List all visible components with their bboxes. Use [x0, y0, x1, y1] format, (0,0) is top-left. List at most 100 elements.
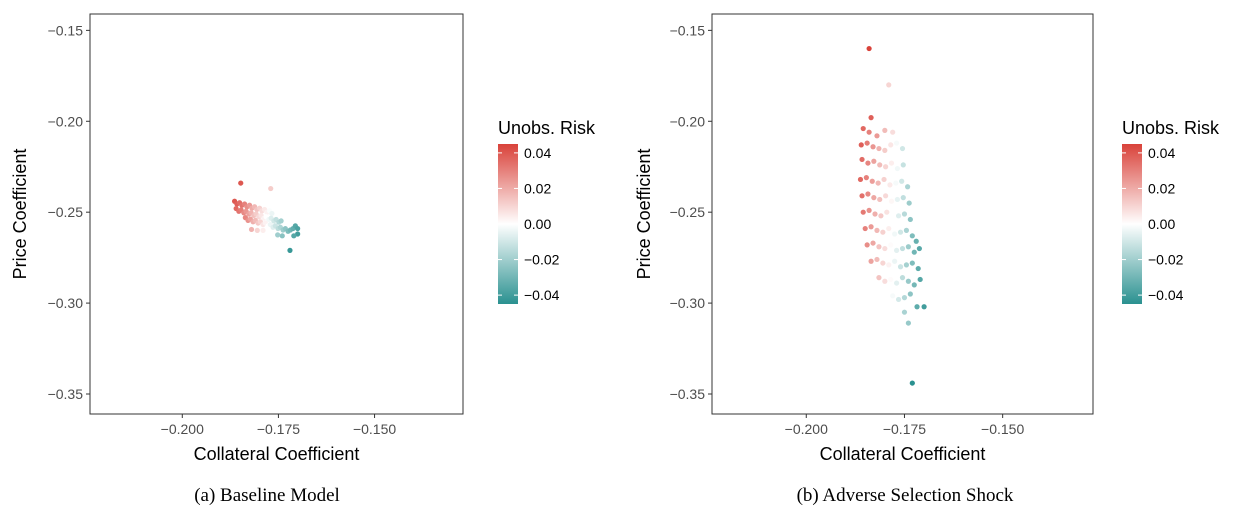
data-point	[911, 282, 917, 288]
data-point	[899, 145, 906, 152]
data-point	[888, 276, 894, 283]
data-point	[881, 176, 887, 183]
legend-tick-label: 0.00	[524, 216, 551, 232]
panel-caption: (a) Baseline Model	[194, 485, 340, 506]
data-point	[905, 244, 911, 250]
data-point	[886, 82, 892, 88]
data-point	[877, 162, 883, 168]
y-axis-title: Price Coefficient	[634, 149, 654, 280]
data-point	[907, 216, 913, 223]
legend-tick-label: 0.04	[1148, 145, 1175, 161]
color-legend: Unobs. Risk 0.04 0.02 0.00 −0.02 −0.04	[1122, 118, 1220, 304]
data-point	[888, 242, 894, 248]
data-point	[905, 184, 911, 190]
data-point	[890, 215, 896, 221]
x-tick-label: −0.150	[981, 421, 1024, 437]
y-tick-label: −0.30	[670, 295, 706, 311]
legend-tick-label: 0.04	[524, 145, 551, 161]
data-point	[875, 180, 881, 186]
legend-title: Unobs. Risk	[1122, 118, 1220, 138]
data-point	[871, 158, 877, 164]
data-point	[859, 193, 865, 199]
y-tick-label: −0.15	[670, 22, 706, 38]
data-point	[876, 275, 882, 281]
data-point	[882, 147, 888, 153]
legend-tick-label: 0.02	[524, 180, 551, 196]
data-point	[915, 265, 921, 272]
y-tick-label: −0.25	[48, 204, 84, 220]
legend-tick-label: −0.04	[524, 287, 560, 303]
data-point	[865, 160, 871, 166]
legend-colorbar	[498, 144, 518, 304]
y-tick-label: −0.30	[48, 295, 84, 311]
data-point	[917, 276, 923, 283]
data-point	[913, 238, 919, 244]
data-point	[868, 115, 874, 121]
data-point	[894, 280, 900, 286]
data-point	[866, 45, 872, 52]
data-point	[900, 162, 906, 168]
data-point	[874, 256, 880, 263]
data-point	[892, 231, 898, 237]
data-point	[860, 125, 866, 132]
scatter-points	[857, 45, 927, 386]
legend-tick-label: 0.00	[1148, 216, 1175, 232]
scatter-points	[231, 180, 301, 253]
x-tick-label: −0.175	[883, 421, 926, 437]
data-point	[260, 227, 266, 233]
data-point	[858, 142, 864, 148]
data-point	[901, 295, 908, 301]
y-tick-label: −0.35	[670, 386, 706, 402]
data-point	[859, 156, 865, 163]
data-point	[901, 211, 908, 217]
data-point	[892, 258, 898, 264]
data-point	[903, 262, 910, 268]
x-tick-label: −0.175	[257, 421, 300, 437]
data-point	[900, 195, 906, 201]
data-point	[909, 380, 915, 386]
data-point	[886, 225, 892, 232]
y-tick-label: −0.20	[670, 113, 706, 129]
data-point	[883, 193, 889, 199]
data-point	[254, 227, 260, 233]
legend-colorbar	[1122, 144, 1142, 304]
data-point	[901, 309, 908, 315]
data-point	[888, 198, 895, 204]
data-point	[899, 245, 906, 252]
data-point	[866, 129, 872, 135]
data-point	[899, 275, 906, 281]
y-tick-label: −0.20	[48, 113, 84, 129]
data-point	[890, 129, 896, 135]
data-point	[897, 229, 904, 235]
x-axis-title: Collateral Coefficient	[820, 444, 986, 464]
data-point	[887, 182, 893, 188]
data-point	[870, 144, 876, 150]
data-point	[899, 178, 905, 184]
data-point	[882, 278, 888, 284]
data-point	[895, 296, 902, 303]
data-point	[874, 133, 880, 139]
data-point	[906, 200, 912, 206]
data-point	[287, 247, 293, 253]
data-point	[877, 196, 883, 203]
y-tick-label: −0.25	[670, 204, 706, 220]
legend-tick-label: −0.02	[1148, 252, 1184, 268]
legend-tick-label: −0.04	[1148, 287, 1184, 303]
data-point	[860, 209, 866, 215]
data-point	[894, 196, 900, 203]
legend-tick-label: −0.02	[524, 252, 560, 268]
data-point	[903, 227, 910, 233]
plot-border	[89, 13, 464, 415]
color-legend: Unobs. Risk 0.04 0.02 0.00 −0.02 −0.04	[498, 118, 596, 304]
data-point	[868, 258, 874, 264]
data-point	[897, 264, 904, 270]
data-point	[909, 233, 915, 239]
data-point	[909, 260, 915, 266]
data-point	[295, 225, 301, 232]
data-point	[886, 262, 892, 268]
data-point	[888, 160, 895, 166]
data-point	[907, 291, 913, 297]
data-point	[857, 176, 864, 183]
